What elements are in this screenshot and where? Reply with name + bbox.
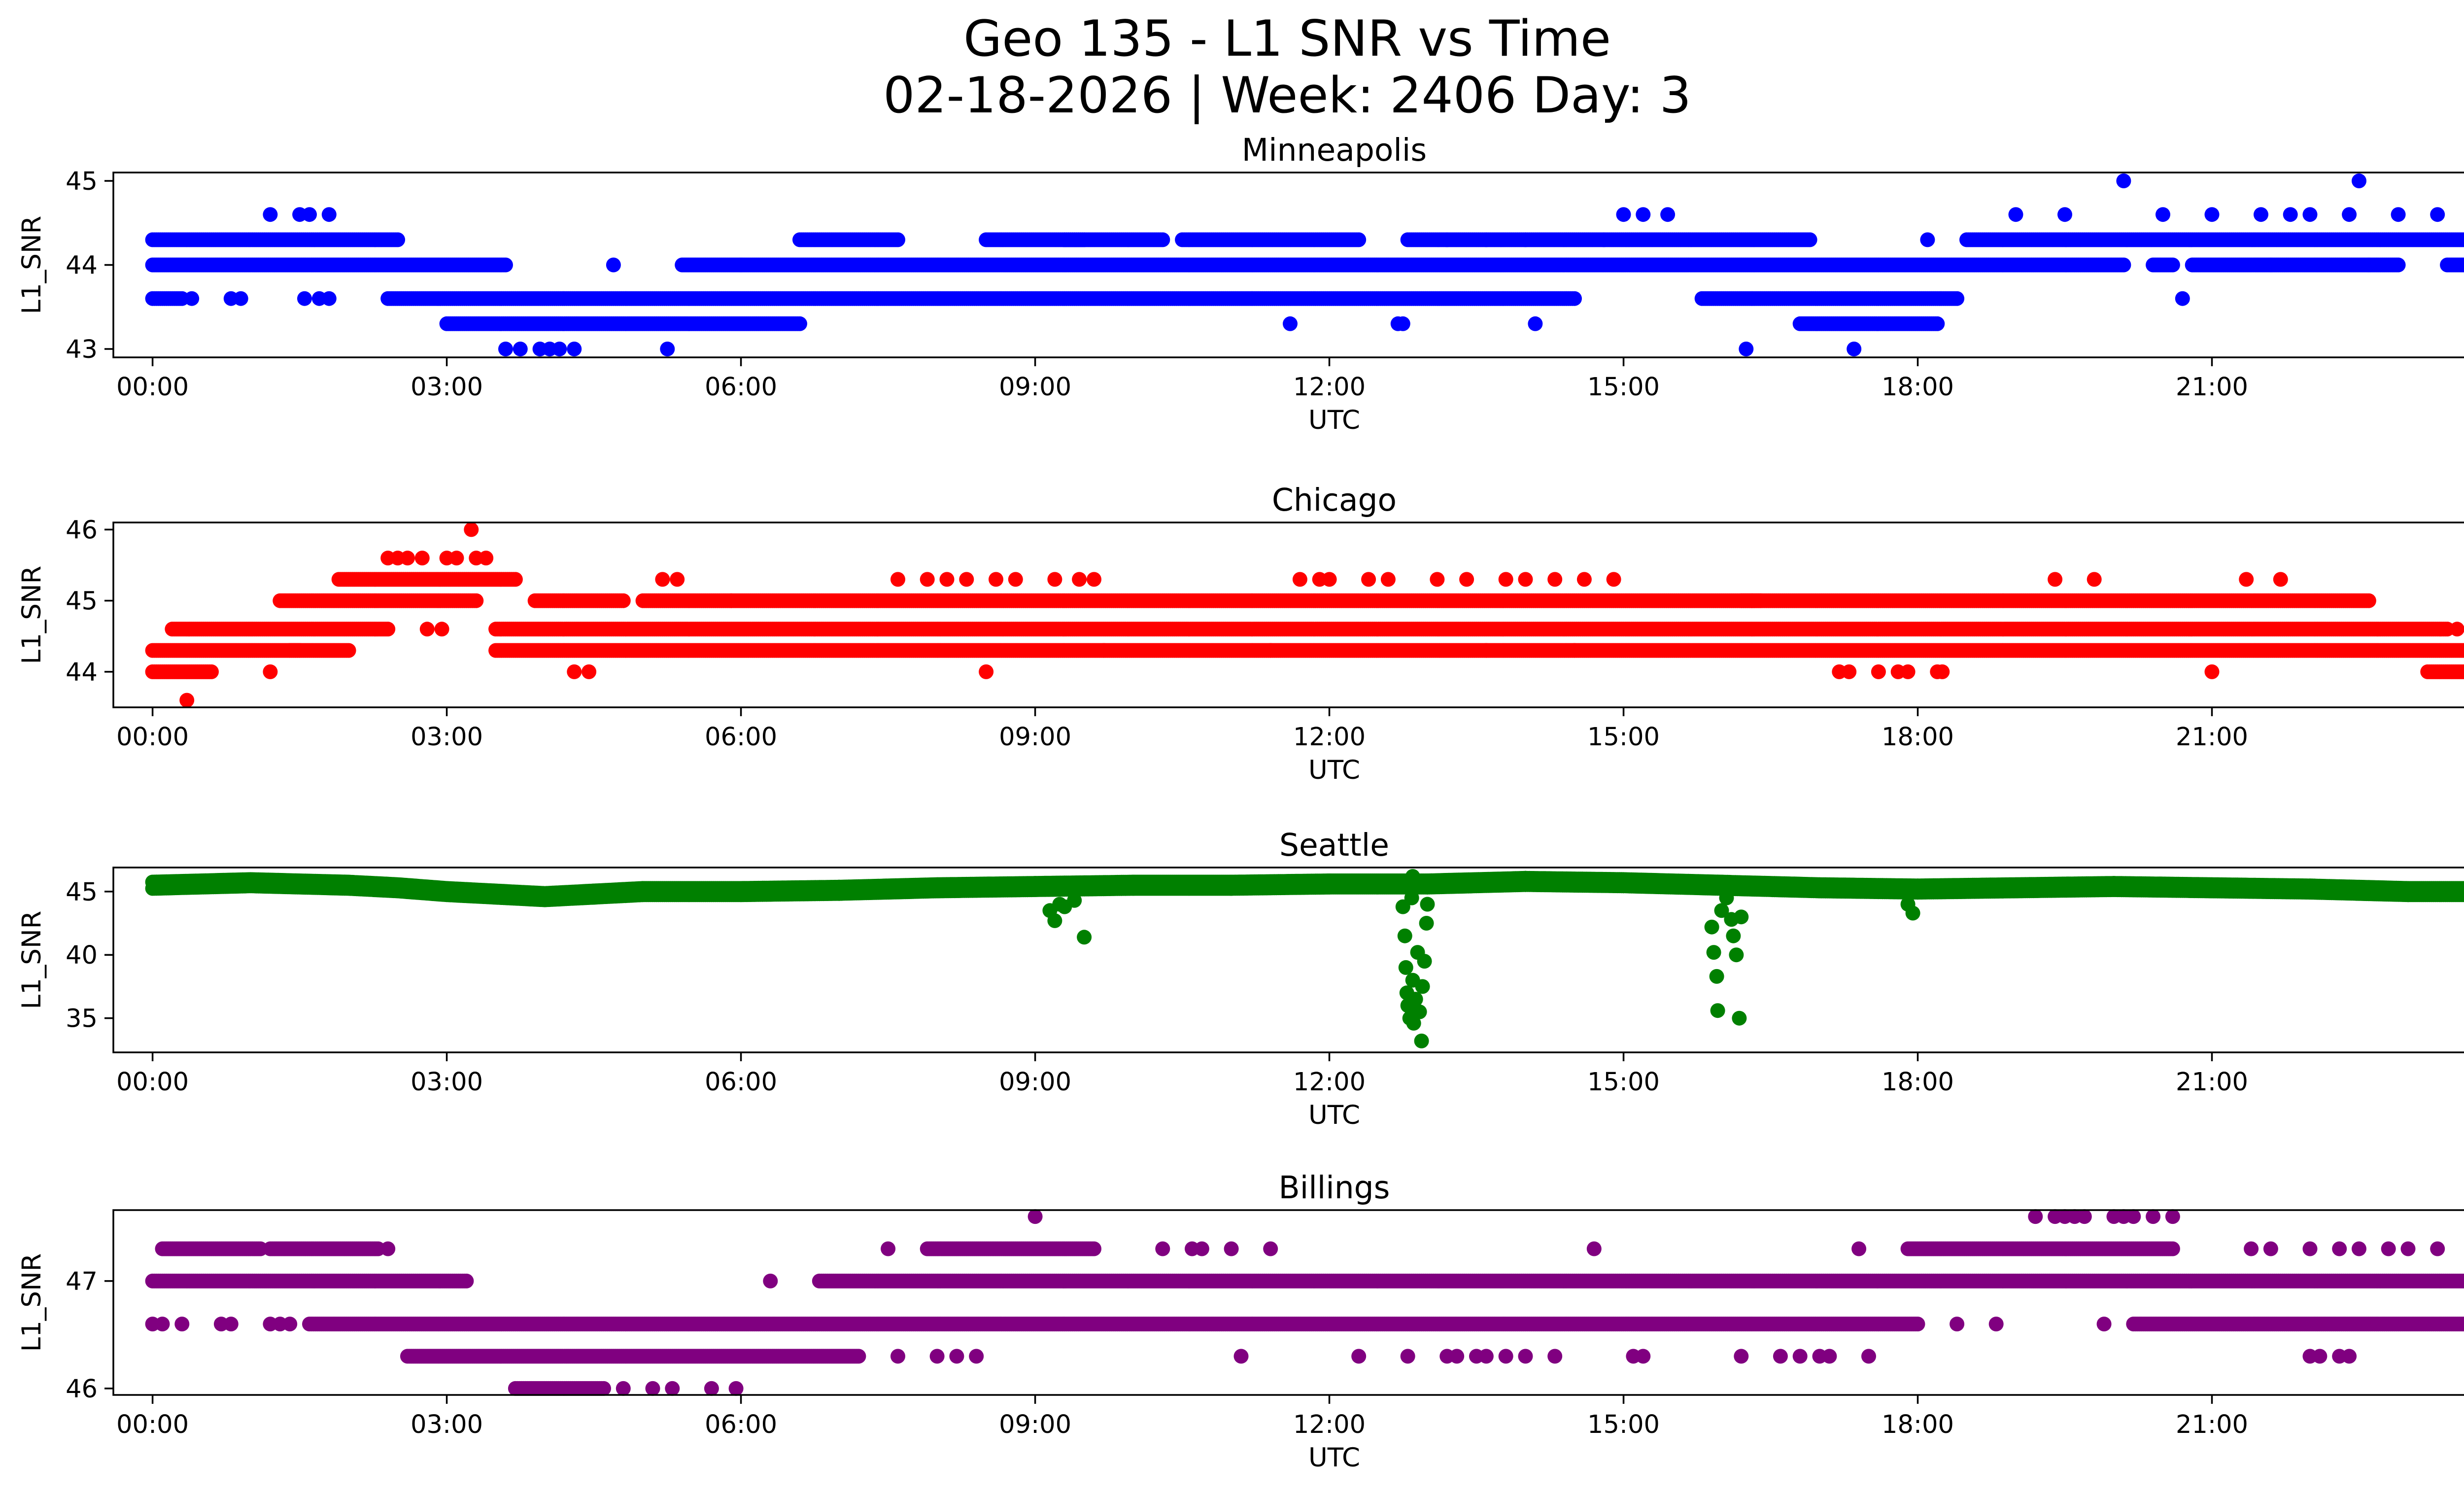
data-point [1528, 316, 1543, 331]
data-point [1660, 207, 1676, 222]
data-point [1920, 232, 1935, 247]
data-point [1567, 291, 1582, 306]
data-point [1478, 232, 1494, 247]
data-point [321, 207, 337, 222]
y-tick-label: 43 [66, 335, 98, 364]
x-tick-label: 15:00 [1587, 373, 1660, 402]
data-point [380, 622, 396, 637]
data-point [1950, 291, 1965, 306]
subplot-title: Chicago [1272, 482, 1397, 518]
figure-title-line-1: Geo 135 - L1 SNR vs Time [963, 9, 1611, 68]
x-tick-label: 18:00 [1882, 373, 1954, 402]
y-axis-label: L1_SNR [17, 216, 47, 314]
data-point [606, 257, 621, 273]
data-point [2391, 257, 2406, 273]
data-point [2156, 207, 2170, 222]
data-point [263, 207, 278, 222]
data-point [1739, 342, 1754, 356]
data-point [2352, 174, 2366, 188]
data-point [302, 207, 317, 222]
x-axis-label: UTC [1308, 405, 1360, 435]
figure-title-line-2: 02-18-2026 | Week: 2406 Day: 3 [883, 66, 1691, 125]
x-tick-label: 09:00 [999, 373, 1071, 402]
x-tick-label: 12:00 [1293, 373, 1366, 402]
data-point [513, 342, 528, 356]
data-point [2461, 234, 2464, 245]
y-tick-label: 44 [66, 251, 98, 280]
data-point [1636, 207, 1651, 222]
data-point [2254, 207, 2268, 222]
data-point [2057, 207, 2072, 222]
data-point [1847, 342, 1862, 356]
scatter-series [145, 174, 2464, 356]
data-point [1518, 232, 1533, 247]
x-tick-label: 00:00 [116, 373, 189, 402]
data-point [1155, 232, 1170, 247]
data-point [2165, 257, 2180, 273]
data-point [498, 257, 513, 273]
data-point [1930, 316, 1945, 331]
data-point [341, 643, 356, 658]
data-point [2008, 207, 2023, 222]
data-point [2175, 291, 2190, 306]
data-point [1802, 232, 1817, 247]
data-point [1439, 232, 1455, 247]
data-point [792, 316, 807, 331]
data-point [297, 291, 312, 306]
data-point [2430, 207, 2445, 222]
data-point [2204, 207, 2220, 222]
x-tick-label: 03:00 [411, 373, 483, 402]
data-point [660, 342, 675, 356]
data-point [2302, 207, 2318, 222]
data-point [1283, 316, 1298, 331]
data-point [552, 342, 567, 356]
x-tick-label: 06:00 [705, 373, 777, 402]
data-point [1395, 316, 1410, 331]
data-point [233, 291, 248, 306]
data-point [2116, 257, 2131, 273]
data-point [567, 342, 582, 356]
y-tick-label: 45 [66, 167, 98, 196]
data-point [321, 291, 337, 306]
data-point [1616, 207, 1631, 222]
data-point [2361, 257, 2376, 273]
x-tick-label: 21:00 [2176, 373, 2248, 402]
data-point [184, 291, 200, 306]
data-point [1351, 232, 1367, 247]
data-point [390, 232, 406, 247]
data-point [890, 232, 905, 247]
data-point [498, 342, 513, 356]
subplot-minneapolis: Minneapolis 00:00 03:00 06:00 09:00 12:00 15:0… [17, 132, 2464, 435]
data-point [2283, 207, 2298, 222]
scatter-series [145, 522, 2464, 708]
data-point [2342, 207, 2357, 222]
data-point [2391, 207, 2406, 222]
data-point [2116, 174, 2131, 188]
subplot-title: Minneapolis [1242, 132, 1427, 168]
